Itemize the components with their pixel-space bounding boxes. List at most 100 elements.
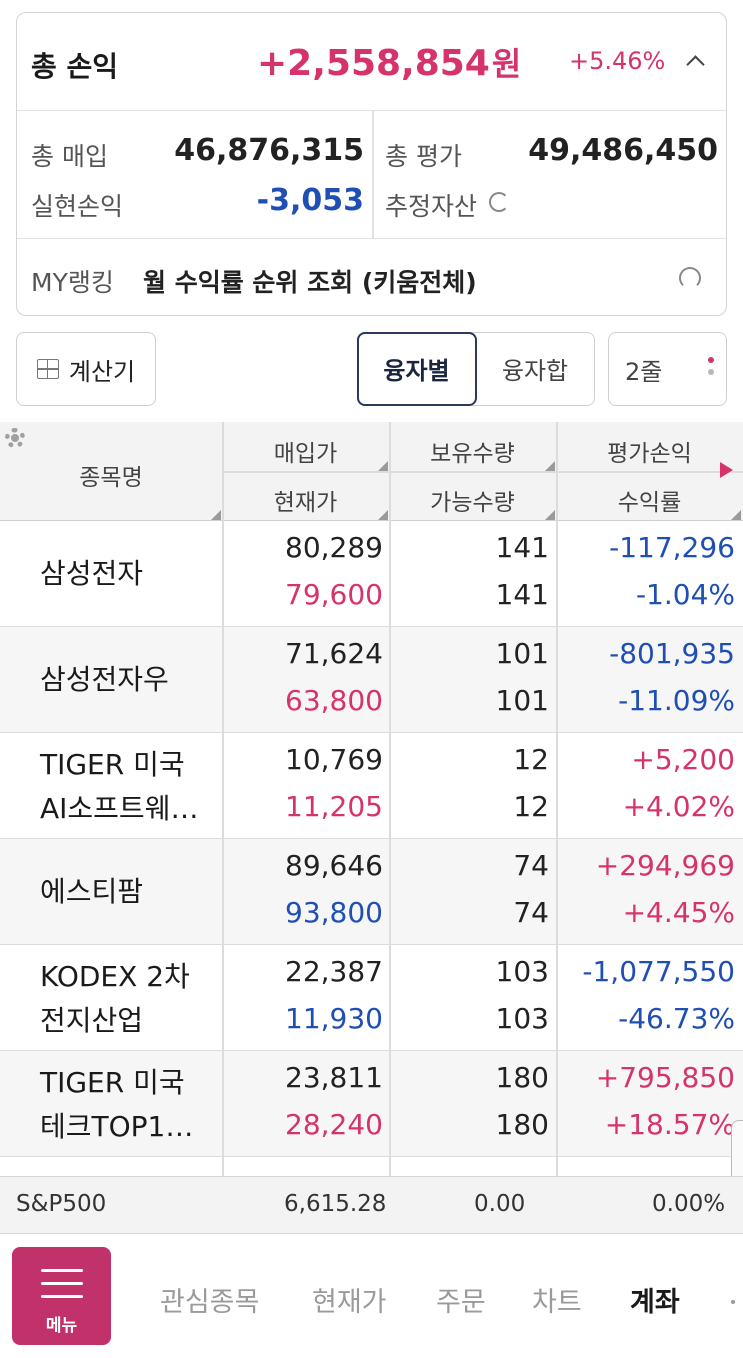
nav-watchlist[interactable]: 관심종목 xyxy=(160,1287,260,1318)
holdings-table-header: 종목명 매입가 현재가 보유수량 가능수량 평가손익 수익률 xyxy=(0,422,743,521)
chevron-up-icon[interactable] xyxy=(687,53,703,69)
header-profit-loss[interactable]: 평가손익 xyxy=(607,441,692,467)
stock-name-line1: KODEX 2차 xyxy=(40,960,190,993)
profit-loss: +5,200 xyxy=(631,743,735,776)
stock-name-line1: TIGER 미국 xyxy=(40,748,185,781)
divider xyxy=(389,521,391,1176)
menu-button[interactable]: 메뉴 xyxy=(12,1247,111,1345)
table-row[interactable]: 삼성전자 80,289 79,600 141 141 -117,296 -1.0… xyxy=(0,521,743,627)
quantity: 103 xyxy=(495,955,549,988)
row-mode-button[interactable]: 2줄 xyxy=(608,332,727,406)
profit-loss: +294,969 xyxy=(595,849,735,882)
stock-name: 에스티팜 xyxy=(40,875,144,908)
total-profit-value: +2,558,854원 xyxy=(257,39,521,85)
refresh-icon[interactable] xyxy=(679,267,701,289)
loan-segment-control: 융자별 융자합 xyxy=(356,331,595,406)
gear-icon[interactable] xyxy=(5,428,25,448)
scroll-right-icon[interactable] xyxy=(720,462,733,478)
buy-price: 23,811 xyxy=(285,1061,383,1094)
header-available-quantity[interactable]: 가능수량 xyxy=(430,490,515,516)
stock-name: KODEX 2차 전지산업 xyxy=(40,955,215,1043)
stock-name: 삼성전자우 xyxy=(40,663,169,696)
stock-name-line2: AI소프트웨… xyxy=(40,792,199,825)
sort-indicator-icon xyxy=(545,461,555,471)
sort-indicator-icon xyxy=(378,510,388,520)
table-row[interactable]: KODEX 2차 전지산업 22,387 11,930 103 103 -1,0… xyxy=(0,945,743,1051)
total-profit-label: 총 손익 xyxy=(31,50,119,83)
quantity: 12 xyxy=(513,743,549,776)
table-row[interactable]: TIGER 미국 테크TOP1… 23,811 28,240 180 180 +… xyxy=(0,1051,743,1157)
return-rate: -46.73% xyxy=(618,1002,735,1035)
divider xyxy=(556,521,558,1176)
calculator-button[interactable]: 계산기 xyxy=(16,332,156,406)
profit-loss: -1,077,550 xyxy=(582,955,735,988)
total-profit-header[interactable]: 총 손익 +2,558,854원 +5.46% xyxy=(17,13,726,111)
current-price: 28,240 xyxy=(285,1108,383,1141)
table-row[interactable] xyxy=(0,1157,743,1176)
realized-pnl-value: -3,053 xyxy=(256,183,364,218)
available-quantity: 180 xyxy=(495,1108,549,1141)
current-price: 79,600 xyxy=(285,578,383,611)
more-indicator-icon xyxy=(731,1300,735,1304)
refresh-icon[interactable] xyxy=(489,192,509,212)
summary-grid: 총 매입 46,876,315 총 평가 49,486,450 실현손익 -3,… xyxy=(17,111,726,239)
buy-price: 10,769 xyxy=(285,743,383,776)
return-rate: +4.45% xyxy=(622,896,735,929)
my-ranking-row[interactable]: MY랭킹 월 수익률 순위 조회 (키움전체) xyxy=(17,239,726,315)
tab-loan-sum[interactable]: 융자합 xyxy=(501,357,569,385)
current-price: 93,800 xyxy=(285,896,383,929)
current-price: 11,930 xyxy=(285,1002,383,1035)
estimated-assets-label: 추정자산 xyxy=(385,192,478,221)
index-ticker-bar[interactable]: S&P500 6,615.28 0.00 0.00% xyxy=(0,1176,743,1234)
return-rate: -1.04% xyxy=(635,578,735,611)
profit-loss: +795,850 xyxy=(595,1061,735,1094)
header-buy-price[interactable]: 매입가 xyxy=(273,441,338,467)
nav-order[interactable]: 주문 xyxy=(436,1287,486,1318)
total-eval-value: 49,486,450 xyxy=(528,133,718,168)
stock-name-line2: 전지산업 xyxy=(40,1004,144,1037)
total-profit-rate: +5.46% xyxy=(569,47,666,75)
table-row[interactable]: TIGER 미국 AI소프트웨… 10,769 11,205 12 12 +5,… xyxy=(0,733,743,839)
available-quantity: 141 xyxy=(495,578,549,611)
header-return-rate[interactable]: 수익률 xyxy=(617,490,682,516)
divider xyxy=(372,111,374,239)
hamburger-icon xyxy=(41,1269,83,1272)
return-rate: +18.57% xyxy=(604,1108,735,1141)
hamburger-icon-line xyxy=(41,1295,83,1298)
bottom-navigation: 메뉴 관심종목 현재가 주문 차트 계좌 xyxy=(0,1234,743,1358)
menu-label: 메뉴 xyxy=(45,1316,78,1336)
current-price: 63,800 xyxy=(285,684,383,717)
my-ranking-text[interactable]: 월 수익률 순위 조회 (키움전체) xyxy=(143,268,477,297)
calculator-icon xyxy=(36,359,59,379)
divider xyxy=(222,471,743,473)
total-buy-label: 총 매입 xyxy=(31,142,108,171)
header-current-price[interactable]: 현재가 xyxy=(273,490,338,516)
currency-unit: 원 xyxy=(491,45,522,83)
divider xyxy=(222,521,224,1176)
stock-name: 삼성전자 xyxy=(40,557,144,590)
profit-loss: -117,296 xyxy=(609,531,735,564)
hamburger-icon-line xyxy=(41,1282,83,1285)
nav-chart[interactable]: 차트 xyxy=(532,1287,582,1318)
return-rate: +4.02% xyxy=(622,790,735,823)
buy-price: 89,646 xyxy=(285,849,383,882)
buy-price: 80,289 xyxy=(285,531,383,564)
nav-current-price[interactable]: 현재가 xyxy=(312,1287,387,1318)
quantity: 101 xyxy=(495,637,549,670)
table-row[interactable]: 에스티팜 89,646 93,800 74 74 +294,969 +4.45% xyxy=(0,839,743,945)
nav-account[interactable]: 계좌 xyxy=(630,1287,680,1318)
tab-by-loan[interactable]: 융자별 xyxy=(356,331,477,406)
account-summary-card: 총 손익 +2,558,854원 +5.46% 총 매입 46,876,315 … xyxy=(16,12,727,316)
header-quantity[interactable]: 보유수량 xyxy=(430,441,515,467)
current-price: 11,205 xyxy=(285,790,383,823)
total-eval-label: 총 평가 xyxy=(385,142,462,171)
table-row[interactable]: 삼성전자우 71,624 63,800 101 101 -801,935 -11… xyxy=(0,627,743,733)
header-stock-name[interactable]: 종목명 xyxy=(79,465,143,491)
holdings-table-body: 삼성전자 80,289 79,600 141 141 -117,296 -1.0… xyxy=(0,521,743,1176)
available-quantity: 12 xyxy=(513,790,549,823)
more-dots-icon xyxy=(708,357,714,381)
quantity: 74 xyxy=(513,849,549,882)
quantity: 141 xyxy=(495,531,549,564)
index-name: S&P500 xyxy=(16,1191,107,1217)
profit-loss: -801,935 xyxy=(609,637,735,670)
